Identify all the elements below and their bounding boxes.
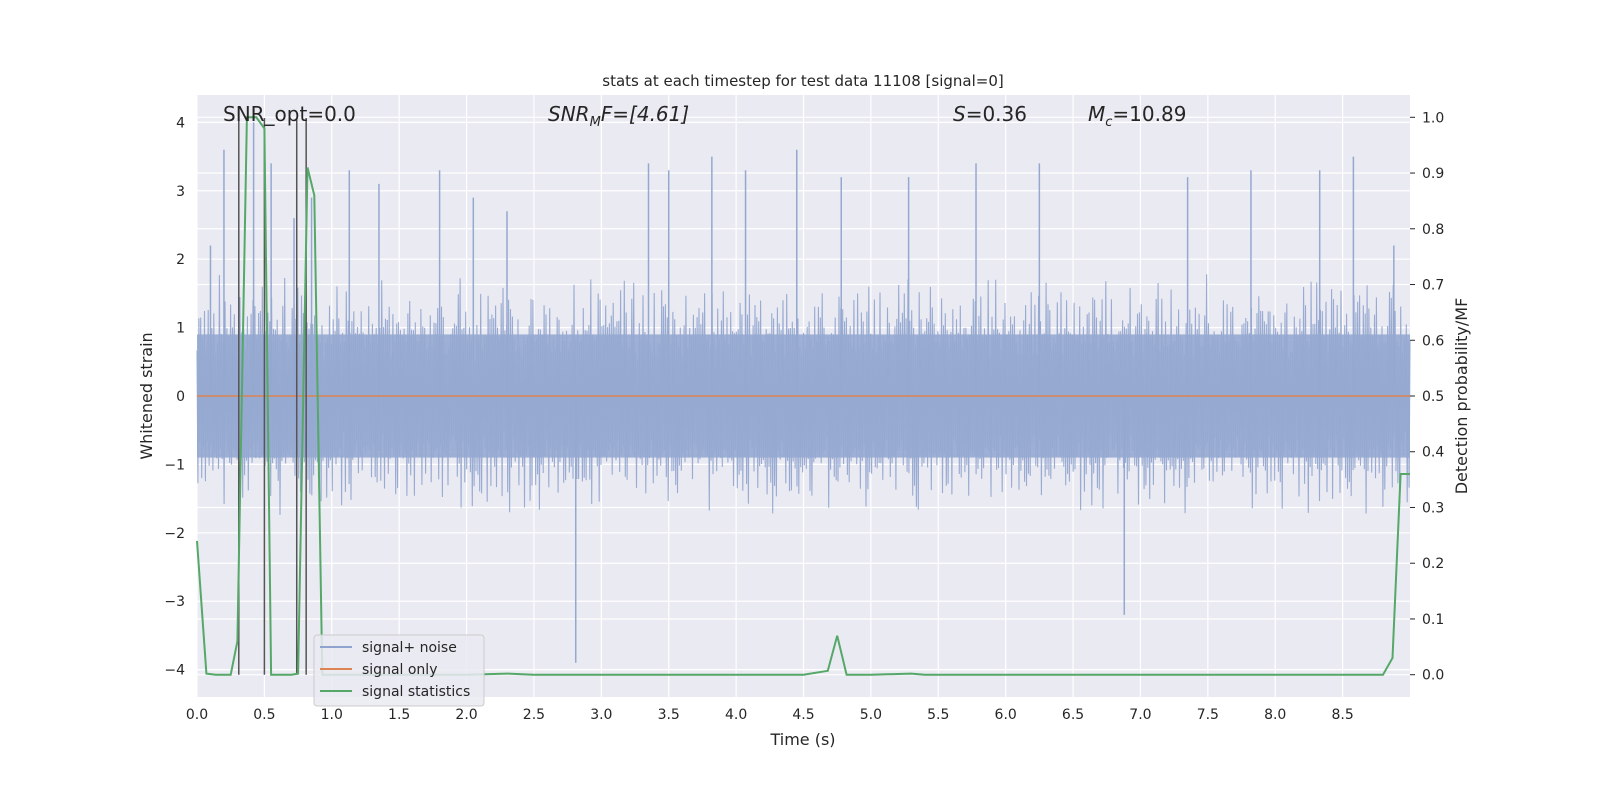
chart-title: stats at each timestep for test data 111… [602, 72, 1003, 90]
signal-noise-series [196, 122, 1411, 663]
annotation-snr-opt: SNR_opt=0.0 [223, 102, 356, 126]
legend: signal+ noise signal only signal statist… [313, 634, 485, 707]
y-right-tick-label: 0.6 [1422, 333, 1444, 349]
x-tick-label: 8.5 [1331, 707, 1353, 723]
y-left-tick-labels: 4 3 2 1 0 −1 −2 −3 −4 [164, 115, 185, 678]
x-tick-label: 0.0 [186, 707, 208, 723]
x-tick-label: 1.5 [388, 707, 410, 723]
y-left-tick-label: −2 [164, 526, 185, 542]
x-tick-label: 0.5 [253, 707, 275, 723]
x-tick-label: 1.0 [321, 707, 343, 723]
y-left-tick-label: 2 [176, 252, 185, 268]
annotation-chirp-mass: Mc=10.89 [1088, 102, 1186, 130]
y-right-tick-label: 0.2 [1422, 556, 1444, 572]
x-tick-label: 4.5 [792, 707, 814, 723]
y-left-tick-label: 1 [176, 321, 185, 337]
y-right-tick-label: 0.4 [1422, 445, 1444, 461]
y-left-tick-label: 4 [176, 115, 185, 131]
y-axis-left-label: Whitened strain [137, 332, 156, 459]
legend-label-signal-noise: signal+ noise [362, 640, 457, 656]
x-tick-label: 5.0 [860, 707, 882, 723]
annotation-s-stat: S=0.36 [953, 102, 1027, 126]
y-right-tick-label: 0.0 [1422, 668, 1444, 684]
y-right-tick-label: 0.7 [1422, 278, 1444, 294]
x-tick-label: 3.0 [590, 707, 612, 723]
x-tick-label: 2.0 [455, 707, 477, 723]
x-tick-label: 5.5 [927, 707, 949, 723]
x-axis-label: Time (s) [769, 730, 835, 749]
x-tick-label: 2.5 [523, 707, 545, 723]
x-tick-label: 7.5 [1197, 707, 1219, 723]
x-tick-label: 3.5 [658, 707, 680, 723]
y-left-tick-label: 3 [176, 184, 185, 200]
x-tick-labels: 0.0 0.5 1.0 1.5 2.0 2.5 3.0 3.5 4.0 4.5 5.0 5.5 6.0 6… [186, 707, 1354, 723]
x-tick-label: 8.0 [1264, 707, 1286, 723]
x-tick-label: 6.0 [995, 707, 1017, 723]
y-right-tick-labels: 1.0 0.9 0.8 0.7 0.6 0.5 0.4 0.3 0.2 0.1 0.0 [1410, 110, 1444, 684]
annotation-snr-mf: SNRMF=[4.61] [548, 102, 689, 130]
y-left-tick-label: 0 [176, 389, 185, 405]
signal-statistics-line [196, 116, 1410, 676]
x-tick-label: 6.5 [1062, 707, 1084, 723]
legend-label-signal-statistics: signal statistics [362, 684, 470, 700]
signal-statistics-layer [196, 116, 1410, 676]
y-right-tick-label: 0.5 [1422, 389, 1444, 405]
y-right-tick-label: 0.8 [1422, 222, 1444, 238]
legend-label-signal-only: signal only [362, 662, 437, 678]
y-left-tick-label: −3 [164, 594, 185, 610]
y-axis-right-label: Detection probability/MF [1452, 298, 1471, 495]
y-right-tick-label: 0.3 [1422, 500, 1444, 516]
y-left-tick-label: −4 [164, 663, 185, 679]
y-right-tick-label: 0.1 [1422, 612, 1444, 628]
x-tick-label: 4.0 [725, 707, 747, 723]
y-right-tick-label: 0.9 [1422, 166, 1444, 182]
y-left-tick-label: −1 [164, 457, 185, 473]
y-right-tick-label: 1.0 [1422, 110, 1444, 126]
legend-box [313, 634, 485, 707]
x-tick-label: 7.0 [1129, 707, 1151, 723]
